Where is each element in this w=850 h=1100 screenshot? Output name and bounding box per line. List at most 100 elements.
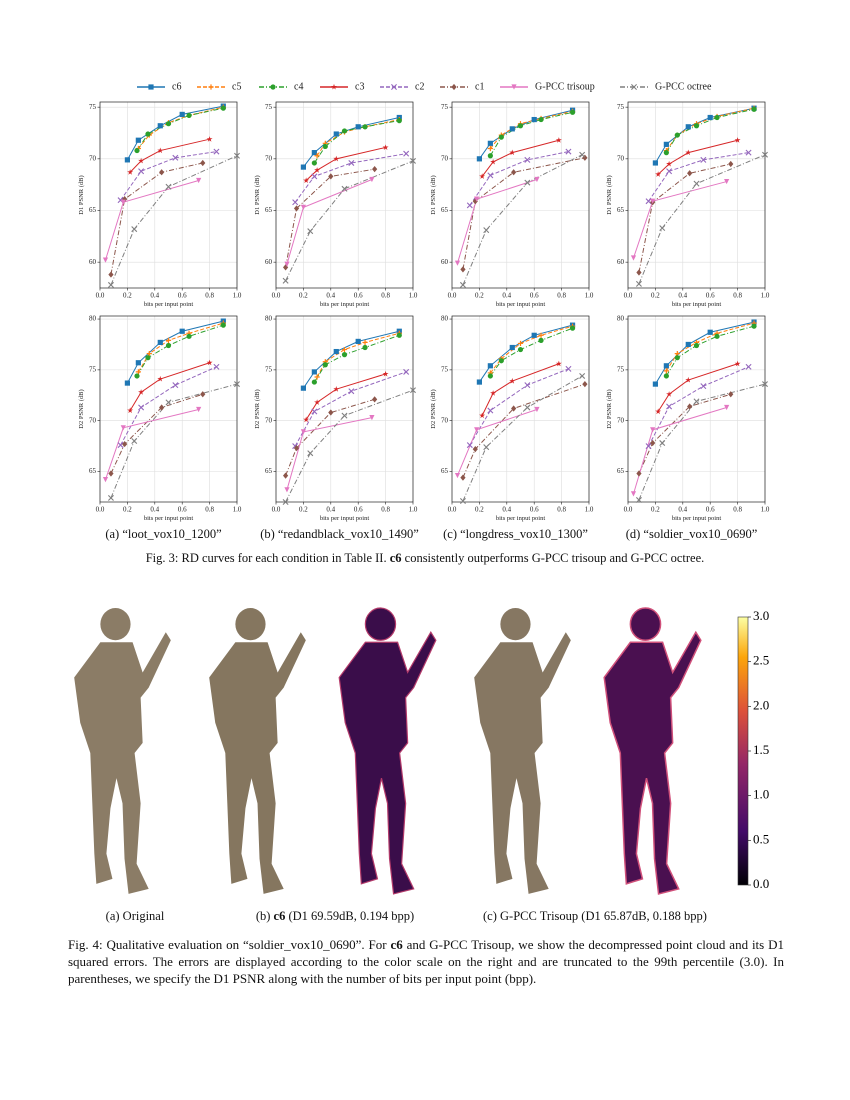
data-point — [127, 407, 134, 414]
data-point — [645, 443, 652, 450]
x-tick-label: 0.0 — [448, 506, 457, 514]
legend-marker — [451, 83, 457, 91]
data-point — [650, 198, 656, 204]
data-point — [734, 360, 741, 367]
data-point — [311, 369, 317, 375]
data-point — [555, 137, 562, 143]
data-point — [157, 339, 163, 346]
data-point — [674, 132, 680, 138]
data-point — [172, 382, 179, 389]
data-point — [531, 332, 537, 338]
data-point — [165, 342, 172, 349]
data-point — [655, 408, 662, 415]
subcaption: (c) “longdress_vox10_1300” — [443, 527, 588, 541]
data-point — [220, 322, 226, 328]
data-point — [745, 363, 752, 370]
x-tick-label: 0.0 — [272, 292, 281, 300]
x-tick-label: 0.0 — [448, 292, 457, 300]
caption-suffix: consistently outperforms G-PCC trisoup a… — [402, 551, 705, 565]
x-tick-label: 0.8 — [557, 292, 566, 300]
legend-label: G-PCC trisoup — [535, 81, 595, 92]
data-point — [555, 360, 562, 367]
data-point — [314, 374, 320, 380]
series-line — [316, 332, 400, 378]
y-axis-label: D1 PSNR (dB) — [606, 175, 613, 214]
subcaption: (a) “loot_vox10_1200” — [105, 527, 221, 541]
data-point — [663, 363, 669, 369]
data-point — [220, 105, 226, 111]
data-point — [487, 172, 494, 179]
data-point — [146, 351, 152, 357]
data-point — [652, 160, 658, 166]
data-point — [479, 173, 486, 179]
x-tick-label: 0.6 — [178, 506, 187, 514]
x-tick-label: 1.0 — [761, 292, 770, 300]
x-tick-label: 0.6 — [530, 506, 539, 514]
y-tick-label: 60 — [265, 258, 273, 266]
data-point — [120, 425, 126, 431]
data-point — [762, 151, 768, 158]
data-point — [582, 154, 588, 161]
data-point — [565, 148, 572, 155]
x-axis-label: bits per input point — [144, 301, 193, 308]
series-line — [303, 117, 400, 168]
data-point — [487, 153, 493, 159]
x-tick-label: 1.0 — [585, 292, 594, 300]
data-point — [762, 381, 768, 388]
data-point — [509, 377, 516, 384]
data-point — [372, 396, 378, 403]
series-line — [285, 168, 375, 268]
series-line — [654, 107, 755, 164]
data-point — [659, 225, 666, 232]
y-tick-label: 65 — [441, 467, 449, 475]
chart: 0.0 0.2 0.4 0.6 0.8 1.0 60 65 70 75 bits per input… — [606, 101, 770, 308]
series-line — [657, 363, 738, 412]
series-line — [105, 180, 199, 261]
data-point — [534, 406, 540, 413]
data-point — [751, 106, 757, 112]
legend-label: c4 — [294, 81, 303, 92]
data-point — [700, 156, 707, 163]
series-line — [136, 324, 224, 377]
plot-frame — [99, 101, 238, 289]
x-tick-label: 0.2 — [651, 292, 660, 300]
data-point — [524, 179, 531, 186]
x-tick-label: 0.4 — [150, 506, 159, 514]
y-tick-label: 65 — [89, 467, 97, 475]
data-point — [131, 226, 138, 233]
x-tick-label: 0.2 — [299, 506, 308, 514]
data-point — [466, 442, 473, 449]
figure-caption: Fig. 4: Qualitative evaluation on “soldi… — [68, 936, 784, 987]
data-point — [165, 337, 172, 343]
series-line — [129, 362, 210, 411]
data-point — [524, 156, 531, 163]
data-point — [751, 323, 757, 329]
data-point — [693, 398, 700, 405]
data-point — [322, 143, 328, 150]
data-point — [685, 376, 692, 383]
plot-frame — [451, 101, 590, 289]
data-point — [569, 325, 576, 331]
x-tick-label: 0.0 — [96, 292, 105, 300]
data-point — [284, 487, 290, 493]
data-point — [490, 390, 497, 396]
data-point — [685, 341, 691, 348]
data-point — [341, 128, 348, 134]
data-point — [509, 126, 515, 132]
data-point — [165, 183, 172, 190]
colorbar-label: 1.5 — [753, 742, 769, 757]
data-point — [355, 338, 361, 345]
data-point — [134, 373, 140, 379]
data-point — [476, 379, 482, 385]
y-tick-label: 60 — [441, 258, 449, 266]
x-tick-label: 0.0 — [96, 506, 105, 514]
data-point — [157, 375, 164, 382]
data-point — [206, 136, 213, 142]
plot-frame — [627, 101, 766, 289]
data-point — [172, 154, 179, 161]
series-line — [469, 151, 569, 206]
data-point — [666, 160, 673, 167]
data-point — [307, 450, 314, 457]
data-point — [333, 131, 339, 137]
data-point — [728, 160, 734, 168]
